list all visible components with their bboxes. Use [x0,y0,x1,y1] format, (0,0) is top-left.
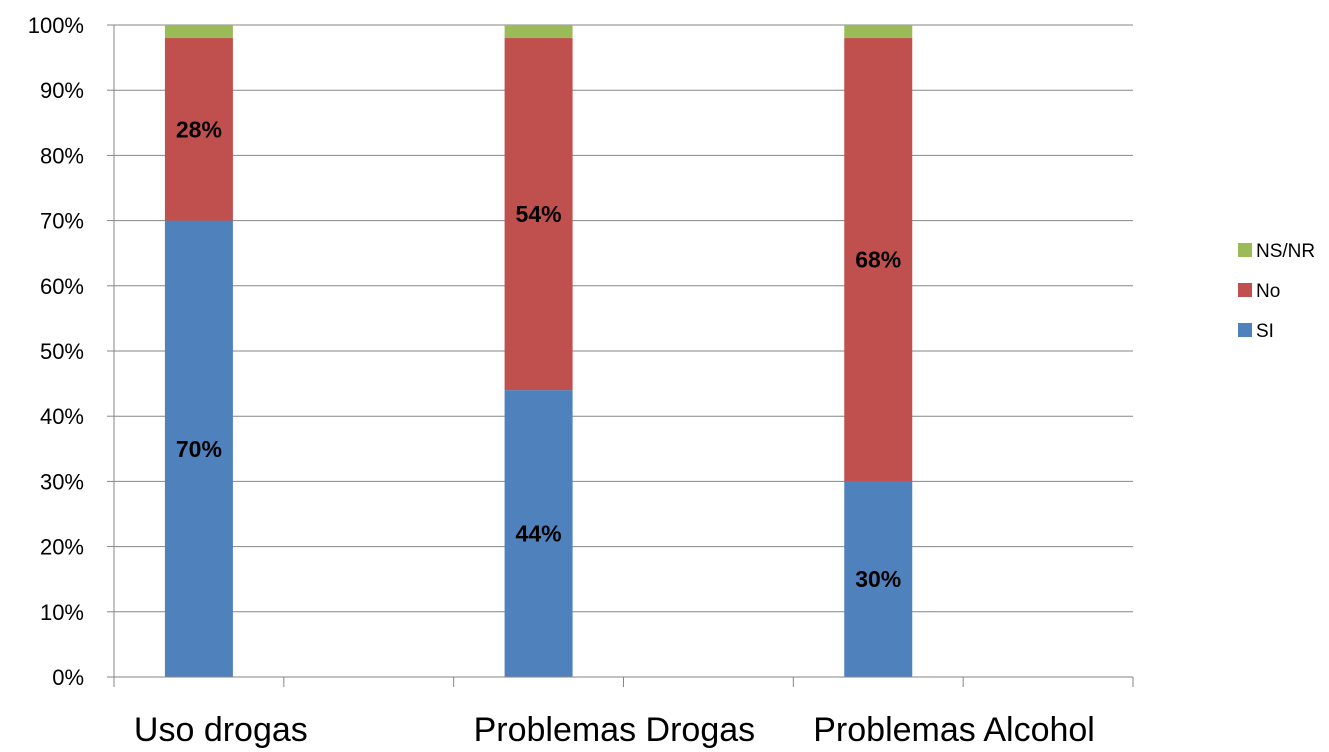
x-tick-label: Uso drogas [134,711,308,749]
bar-segment-si [504,390,573,677]
legend-label: NS/NR [1256,241,1315,262]
legend-label: SI [1256,321,1274,342]
legend: NS/NR No SI [1238,241,1315,342]
bar-segment-si [844,481,913,677]
x-axis: Uso drogas Problemas Drogas Problemas Alco… [113,676,1134,749]
bar-segment-ns-nr [164,25,233,39]
bar-segment-no [844,38,913,482]
bar-segment-si [164,220,233,677]
data-label: 70% [176,436,222,462]
bar-segment-ns-nr [844,25,913,39]
y-tick-label: 10% [40,600,84,625]
y-tick-label: 90% [40,78,84,103]
legend-label: No [1256,281,1280,302]
data-label: 28% [176,116,222,142]
bar-segment-no [164,38,233,221]
data-label: 68% [855,247,901,273]
y-tick-label: 80% [40,143,84,168]
y-tick-label: 20% [40,535,84,560]
data-label: 54% [516,201,562,227]
legend-swatch [1238,283,1252,297]
y-tick-label: 40% [40,404,84,429]
y-axis: 0% 10% 20% 30% 40% 50% 60% 70% 80% 90% 100% [28,13,115,690]
x-tick-label: Problemas Alcohol [813,711,1095,749]
y-tick-label: 30% [40,469,84,494]
gridlines [114,24,1133,613]
bars: 70% 28% 44% 54% 30% 68% [164,25,913,677]
legend-swatch [1238,243,1252,257]
bar-segment-ns-nr [504,25,573,39]
data-label: 30% [855,566,901,592]
data-label: 44% [516,521,562,547]
y-tick-label: 70% [40,209,84,234]
legend-swatch [1238,323,1252,337]
y-tick-label: 50% [40,339,84,364]
y-tick-label: 60% [40,274,84,299]
bar-segment-no [504,38,573,391]
y-tick-label: 100% [28,13,84,38]
y-tick-label: 0% [52,665,84,690]
x-tick-label: Problemas Drogas [474,711,756,749]
